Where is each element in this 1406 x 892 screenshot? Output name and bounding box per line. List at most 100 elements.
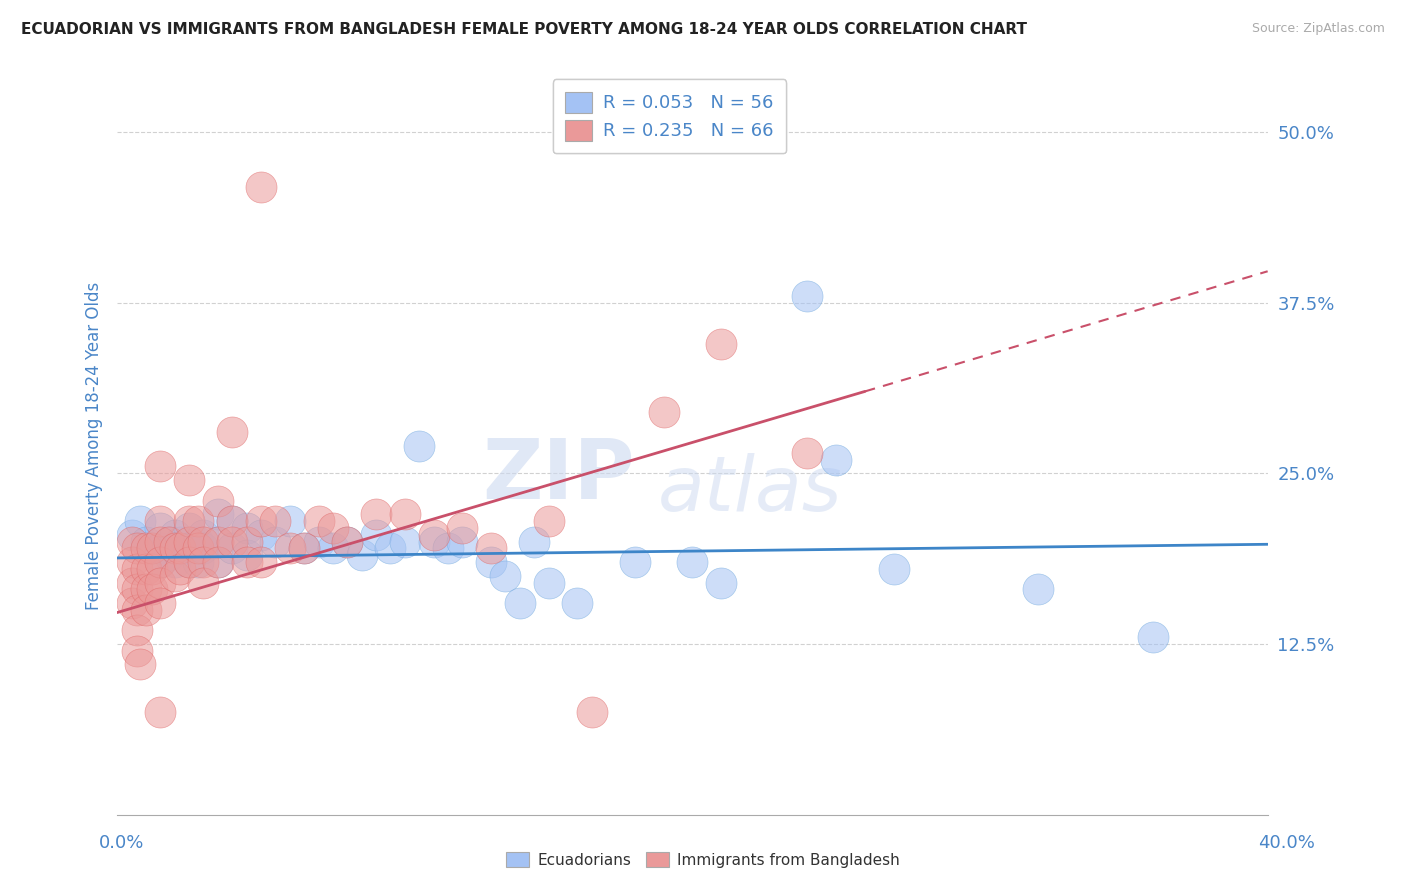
- Point: [121, 527, 143, 541]
- Point: [149, 521, 172, 535]
- Point: [681, 555, 703, 569]
- Point: [149, 705, 172, 719]
- Point: [825, 452, 848, 467]
- Point: [336, 534, 359, 549]
- Point: [157, 534, 180, 549]
- Point: [581, 705, 603, 719]
- Point: [422, 527, 444, 541]
- Point: [350, 548, 373, 562]
- Point: [292, 541, 315, 556]
- Point: [177, 521, 200, 535]
- Point: [193, 534, 215, 549]
- Point: [207, 508, 229, 522]
- Point: [187, 534, 209, 549]
- Point: [336, 534, 359, 549]
- Point: [121, 596, 143, 610]
- Point: [437, 541, 460, 556]
- Point: [364, 527, 387, 541]
- Point: [221, 534, 243, 549]
- Point: [250, 527, 273, 541]
- Point: [235, 555, 257, 569]
- Point: [451, 521, 474, 535]
- Point: [235, 521, 257, 535]
- Point: [509, 596, 531, 610]
- Point: [537, 575, 560, 590]
- Point: [127, 603, 149, 617]
- Point: [157, 548, 180, 562]
- Point: [141, 541, 163, 556]
- Point: [796, 446, 818, 460]
- Point: [121, 575, 143, 590]
- Point: [652, 405, 675, 419]
- Point: [135, 541, 157, 556]
- Point: [710, 575, 733, 590]
- Point: [129, 514, 152, 528]
- Point: [177, 473, 200, 487]
- Point: [149, 596, 172, 610]
- Point: [394, 508, 416, 522]
- Point: [322, 541, 344, 556]
- Point: [121, 534, 143, 549]
- Point: [169, 534, 191, 549]
- Point: [127, 624, 149, 638]
- Point: [187, 541, 209, 556]
- Point: [394, 534, 416, 549]
- Point: [149, 541, 172, 556]
- Point: [207, 534, 229, 549]
- Point: [163, 527, 186, 541]
- Point: [149, 534, 172, 549]
- Point: [523, 534, 546, 549]
- Point: [141, 541, 163, 556]
- Point: [264, 514, 287, 528]
- Point: [149, 514, 172, 528]
- Point: [479, 541, 502, 556]
- Point: [221, 541, 243, 556]
- Point: [408, 439, 430, 453]
- Point: [250, 514, 273, 528]
- Point: [796, 289, 818, 303]
- Point: [127, 562, 149, 576]
- Point: [207, 534, 229, 549]
- Point: [187, 514, 209, 528]
- Text: atlas: atlas: [658, 453, 842, 527]
- Point: [250, 555, 273, 569]
- Legend: Ecuadorians, Immigrants from Bangladesh: Ecuadorians, Immigrants from Bangladesh: [499, 844, 907, 875]
- Point: [127, 644, 149, 658]
- Point: [135, 562, 157, 576]
- Point: [221, 514, 243, 528]
- Point: [207, 555, 229, 569]
- Point: [177, 555, 200, 569]
- Point: [193, 555, 215, 569]
- Point: [537, 514, 560, 528]
- Point: [127, 541, 149, 556]
- Point: [1026, 582, 1049, 597]
- Point: [451, 534, 474, 549]
- Point: [624, 555, 647, 569]
- Point: [163, 541, 186, 556]
- Point: [135, 603, 157, 617]
- Point: [149, 555, 172, 569]
- Point: [149, 575, 172, 590]
- Point: [308, 514, 330, 528]
- Point: [250, 179, 273, 194]
- Point: [193, 575, 215, 590]
- Point: [141, 562, 163, 576]
- Point: [163, 568, 186, 582]
- Point: [193, 541, 215, 556]
- Point: [177, 534, 200, 549]
- Point: [177, 555, 200, 569]
- Text: ECUADORIAN VS IMMIGRANTS FROM BANGLADESH FEMALE POVERTY AMONG 18-24 YEAR OLDS CO: ECUADORIAN VS IMMIGRANTS FROM BANGLADESH…: [21, 22, 1028, 37]
- Point: [169, 562, 191, 576]
- Point: [135, 534, 157, 549]
- Point: [308, 534, 330, 549]
- Point: [129, 657, 152, 672]
- Point: [149, 459, 172, 474]
- Point: [163, 555, 186, 569]
- Point: [141, 582, 163, 597]
- Point: [567, 596, 589, 610]
- Point: [479, 555, 502, 569]
- Point: [127, 582, 149, 597]
- Point: [235, 548, 257, 562]
- Point: [157, 534, 180, 549]
- Point: [121, 555, 143, 569]
